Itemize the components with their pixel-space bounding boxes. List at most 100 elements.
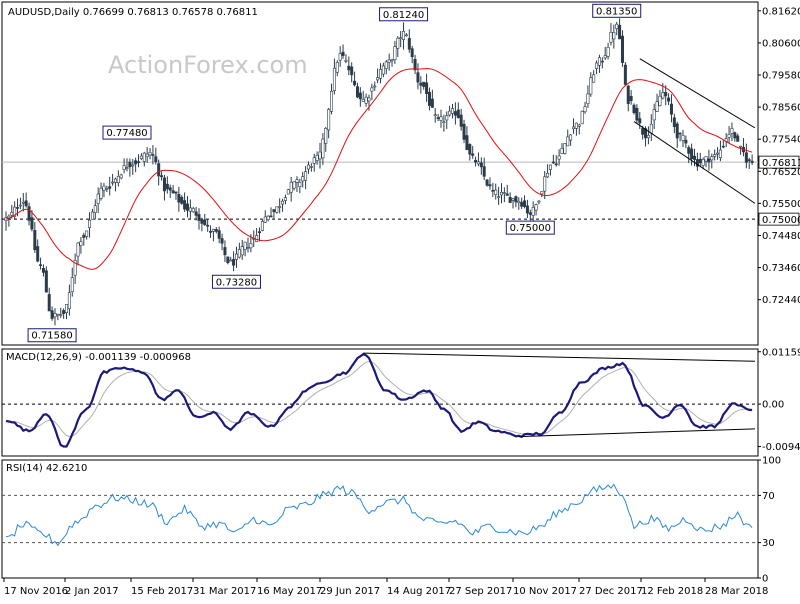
candle-body [661,92,665,99]
candle-body [347,65,351,71]
candle-body [206,224,210,227]
candle-body [494,189,498,195]
candle-body [727,134,731,138]
candle-body [122,165,126,170]
candle-body [551,161,555,164]
candle-body [744,152,748,163]
x-tick-label: 16 May 2017 [257,586,322,597]
candle-body [693,155,697,160]
candle-body [188,207,192,212]
candle-body [298,182,302,187]
candle-body [609,32,613,43]
candle-body [62,310,66,314]
candle-body [73,260,77,276]
price-tick-label: 0.76520 [762,167,800,178]
x-tick-label: 2 Jan 2017 [65,586,119,597]
watermark-text: ActionForex.com [108,51,308,79]
candle-body [376,77,380,81]
annotation-box [27,328,77,343]
candle-body [108,186,112,189]
candle-body [586,93,590,105]
candle-body [168,187,172,191]
candle-body [439,116,443,121]
annotation-label: 0.81350 [596,6,637,17]
candle-body [197,214,201,221]
annotation-box [211,274,261,289]
candle-body [90,211,94,220]
candle-body [736,135,740,142]
x-tick-label: 27 Sep 2017 [449,586,512,597]
candle-body [632,104,636,114]
x-tick-label: 28 Mar 2018 [705,586,768,597]
candle-body [93,205,97,213]
candle-body [50,310,54,319]
candle-body [260,221,264,231]
candle-body [396,37,400,49]
rsi-tick-label: 70 [762,491,775,502]
annotation-label: 0.73280 [216,277,257,288]
annotation-box [592,3,642,18]
candle-body [105,187,109,190]
price-annotation: 0.75000 [505,220,555,235]
candle-body [451,108,455,114]
candle-body [220,238,224,244]
candle-body [223,247,227,256]
candle-body [531,206,535,216]
candle-body [292,181,296,189]
candle-body [730,128,734,134]
candle-body [733,132,737,139]
candle-body [453,111,457,116]
candle-body [217,230,221,239]
candle-body [442,121,446,124]
candle-body [523,200,527,207]
candle-body [318,151,322,160]
candle-body [577,124,581,127]
candle-body [399,37,403,40]
candle-body [76,242,80,257]
candle-body [79,241,83,246]
candle-body [681,135,685,141]
candle-body [67,292,71,310]
candle-body [44,270,48,293]
candle-body [384,61,388,69]
rsi-tick-label: 30 [762,538,775,549]
candle-body [128,161,132,168]
candle-body [174,191,178,194]
candle-body [652,109,656,121]
candle-body [402,31,406,40]
candle-body [266,215,270,220]
candle-body [606,47,610,57]
candle-body [471,153,475,156]
candle-body [540,191,544,195]
candle-body [520,202,524,207]
candle-body [672,117,676,127]
candle-body [327,109,331,131]
candle-body [422,81,426,87]
candle-body [226,256,230,264]
candle-body [589,77,593,95]
candle-body [433,114,437,117]
candle-body [344,59,348,62]
candle-body [583,106,587,113]
candle-body [667,97,671,102]
candle-body [295,179,299,183]
candle-body [687,147,691,154]
candle-body [491,190,495,192]
candle-body [134,160,138,165]
price-tick-label: 0.74480 [762,231,800,242]
candle-body [612,32,616,40]
candle-body [315,154,319,161]
candle-body [713,154,717,157]
candle-body [258,231,262,234]
candle-body [180,196,184,204]
candle-body [407,38,411,50]
candle-body [157,163,161,177]
candle-body [646,135,650,139]
candle-body [263,216,267,223]
x-tick-label: 31 Mar 2017 [193,586,256,597]
candle-body [249,243,253,249]
candle-body [597,57,601,66]
support-tag: 0.75000 [758,212,800,226]
candle-body [479,162,483,168]
rsi-line [5,483,753,547]
